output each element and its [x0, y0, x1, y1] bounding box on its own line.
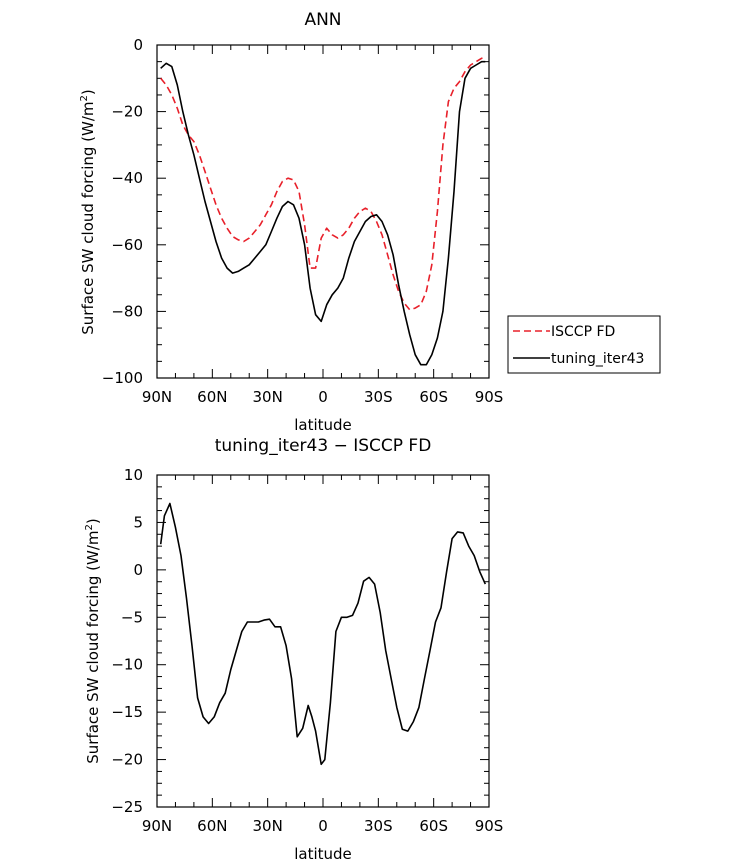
top-plot-frame — [156, 44, 490, 379]
top-x-axis-label: latitude — [294, 416, 352, 434]
bottom-panel: tuning_iter43 − ISCCP FD 90N 60N 30N 0 30S 60… — [84, 436, 503, 863]
bottom-plot-area — [159, 502, 487, 766]
bottom-y-tick-labels: 10 5 0 −5 −10 −15 −20 −25 — [111, 466, 143, 816]
bottom-ticks — [156, 474, 490, 808]
y-tick-label: −5 — [121, 608, 143, 626]
y-tick-label: 0 — [133, 36, 143, 54]
top-y-tick-labels: 0 −20 −40 −60 −80 −100 — [102, 36, 143, 387]
y-tick-label: −25 — [111, 798, 143, 816]
x-tick-label: 60S — [419, 817, 448, 835]
y-tick-label: 5 — [133, 513, 143, 531]
top-x-tick-labels: 90N 60N 30N 0 30S 60S 90S — [142, 388, 503, 406]
y-tick-label: −100 — [102, 369, 143, 387]
top-y-axis-label: Surface SW cloud forcing (W/m2) — [79, 89, 97, 335]
difference-series-line — [159, 502, 487, 766]
legend: ISCCP FD tuning_iter43 — [507, 315, 661, 374]
bottom-x-tick-labels: 90N 60N 30N 0 30S 60S 90S — [142, 817, 503, 835]
y-tick-label: −20 — [111, 103, 143, 121]
top-panel: ANN 90N 60N 30N 0 30S 60S 90S 0 −20 −40 −60 −80 −10… — [79, 10, 661, 434]
bottom-title: tuning_iter43 − ISCCP FD — [215, 436, 432, 456]
legend-box — [507, 315, 661, 374]
x-tick-label: 90N — [142, 817, 172, 835]
x-tick-label: 90N — [142, 388, 172, 406]
x-tick-label: 30S — [364, 817, 393, 835]
bottom-plot-frame — [156, 474, 490, 808]
legend-label-tuning-iter43: tuning_iter43 — [551, 351, 644, 367]
tuning-iter43-series-line — [160, 60, 486, 366]
isccp-fd-series-line — [160, 55, 486, 311]
x-tick-label: 30N — [253, 817, 283, 835]
legend-label-isccp-fd: ISCCP FD — [551, 324, 615, 340]
bottom-x-axis-label: latitude — [294, 845, 352, 863]
top-title: ANN — [304, 10, 341, 30]
x-tick-label: 90S — [475, 388, 504, 406]
x-tick-label: 60S — [419, 388, 448, 406]
y-tick-label: 0 — [133, 561, 143, 579]
x-tick-label: 60N — [197, 817, 227, 835]
y-tick-label: −15 — [111, 703, 143, 721]
y-tick-label: 10 — [124, 466, 143, 484]
x-tick-label: 0 — [318, 388, 328, 406]
x-tick-label: 30S — [364, 388, 393, 406]
y-tick-label: −80 — [111, 302, 143, 320]
y-tick-label: −40 — [111, 169, 143, 187]
top-plot-area — [160, 55, 486, 366]
bottom-y-axis-label: Surface SW cloud forcing (W/m2) — [84, 518, 102, 764]
y-tick-label: −60 — [111, 236, 143, 254]
x-tick-label: 0 — [318, 817, 328, 835]
x-tick-label: 90S — [475, 817, 504, 835]
x-tick-label: 60N — [197, 388, 227, 406]
y-tick-label: −10 — [111, 656, 143, 674]
x-tick-label: 30N — [253, 388, 283, 406]
y-tick-label: −20 — [111, 751, 143, 769]
